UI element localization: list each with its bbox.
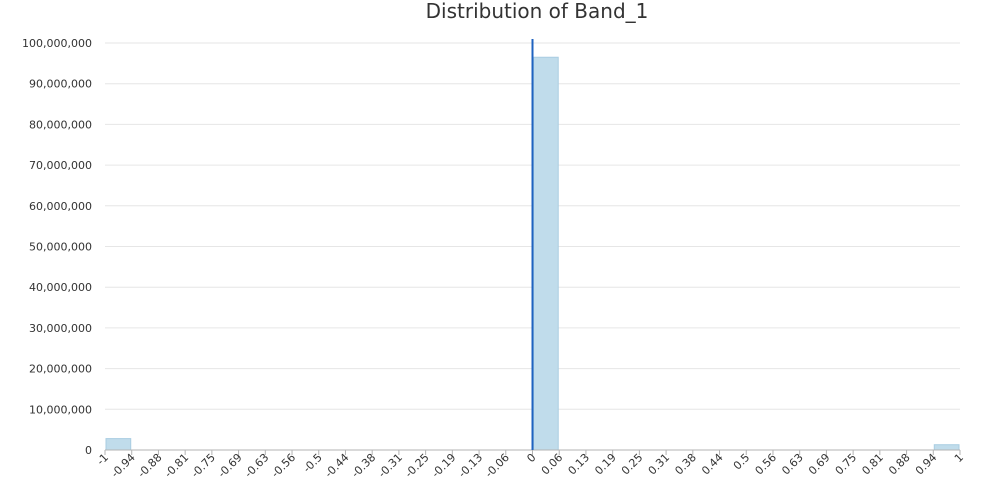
y-tick-label: 30,000,000 (29, 322, 92, 335)
x-tick-label: 0.38 (672, 451, 699, 478)
y-tick-label: 60,000,000 (29, 200, 92, 213)
x-tick-label: 0.63 (779, 451, 806, 478)
x-tick-label: -0.5 (300, 451, 324, 475)
y-tick-labels: 0 10,000,000 20,000,000 30,000,000 40,000,00… (22, 37, 92, 457)
y-tick-label: 50,000,000 (29, 241, 92, 254)
x-tick-label: -0.38 (349, 451, 378, 480)
x-tick-label: -1 (94, 451, 111, 468)
y-tick-label: 80,000,000 (29, 118, 92, 131)
x-tick-label: 0.94 (913, 451, 940, 478)
x-tick-label: 0.69 (806, 451, 833, 478)
x-tick-label: -0.25 (402, 451, 431, 480)
x-tick-labels: -1-0.94-0.88-0.81-0.75-0.69-0.63-0.56 -0.… (94, 451, 966, 480)
x-tick-label: 0.06 (539, 451, 566, 478)
x-tick-label: -0.94 (109, 451, 138, 480)
x-tick-label: -0.75 (189, 451, 218, 480)
histogram-bar (933, 444, 960, 451)
x-tick-label: 0.44 (699, 451, 726, 478)
x-tick-label: -0.81 (162, 451, 191, 480)
x-tick-label: 0.19 (592, 451, 619, 478)
y-tick-label: 40,000,000 (29, 281, 92, 294)
y-tick-label: 100,000,000 (22, 37, 92, 50)
y-tick-label: 20,000,000 (29, 363, 92, 376)
y-tick-label: 10,000,000 (29, 403, 92, 416)
x-tick-label: -0.56 (269, 451, 298, 480)
y-tick-label: 90,000,000 (29, 78, 92, 91)
histogram-bar (533, 56, 559, 451)
y-tick-label: 0 (85, 444, 92, 457)
chart-title: Distribution of Band_1 (425, 0, 649, 23)
x-tick-label: 0.5 (731, 451, 753, 473)
x-tick-label: -0.31 (376, 451, 405, 480)
histogram-bar (105, 438, 132, 451)
x-tick-label: -0.13 (456, 451, 485, 480)
x-tick-label: 0.81 (859, 451, 886, 478)
x-tick-label: -0.44 (322, 451, 351, 480)
x-tick-label: 1 (952, 451, 966, 465)
x-tick-label: 0 (524, 451, 538, 465)
x-tick-label: 0.88 (886, 451, 913, 478)
x-tick-label: 0.75 (833, 451, 860, 478)
x-tick-label: 0.13 (566, 451, 593, 478)
x-tick-label: -0.19 (429, 451, 458, 480)
x-tick-label: -0.06 (483, 451, 512, 480)
x-tick-label: -0.88 (135, 451, 164, 480)
y-tick-label: 70,000,000 (29, 159, 92, 172)
x-tick-label: 0.25 (619, 451, 646, 478)
x-tick-label: 0.56 (753, 451, 780, 478)
x-tick-label: -0.69 (215, 451, 244, 480)
x-tick-label: 0.31 (646, 451, 673, 478)
x-tick-label: -0.63 (242, 451, 271, 480)
